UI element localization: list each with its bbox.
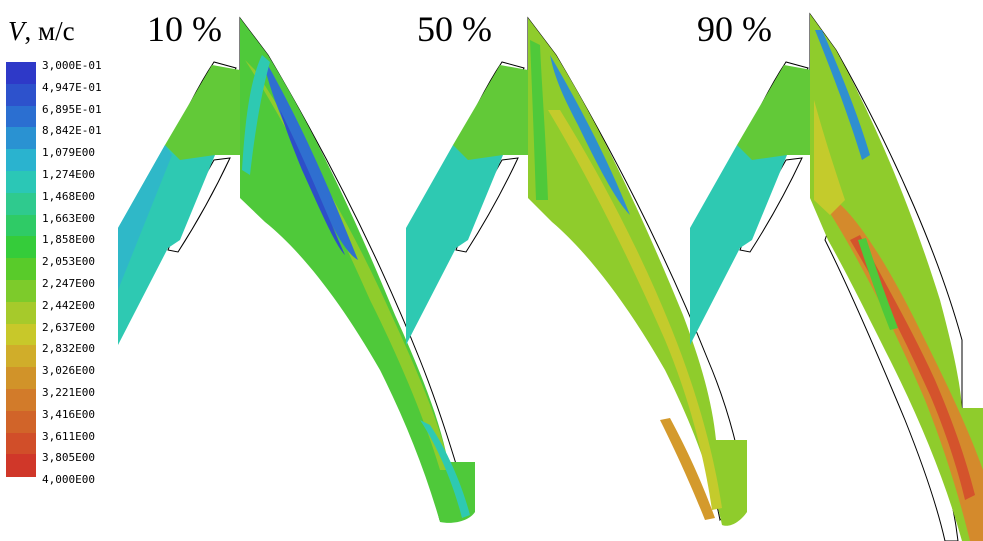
- panel-title-50: 50 %: [417, 9, 492, 49]
- legend-swatch: [6, 345, 36, 368]
- legend-label: 3,000E-01: [42, 59, 102, 72]
- legend-swatch: [6, 192, 36, 216]
- low-velocity-core-inner: [280, 110, 345, 255]
- panel-10-percent: [118, 16, 475, 523]
- legend-swatch: [6, 127, 36, 150]
- panel-title-10: 10 %: [147, 9, 222, 49]
- panel-title-90: 90 %: [697, 9, 772, 49]
- legend-label: 1,663E00: [42, 211, 95, 225]
- legend-swatch: [6, 83, 36, 107]
- legend-title: V, м/с: [8, 16, 75, 47]
- legend-label: 2,442E00: [42, 298, 95, 312]
- inlet-zone: [406, 145, 503, 345]
- legend-label: 2,053E00: [42, 255, 95, 269]
- legend-label: 1,274E00: [42, 168, 95, 181]
- legend-swatch: [6, 258, 36, 281]
- legend-swatch: [6, 236, 36, 259]
- legend-label: 2,247E00: [42, 277, 95, 290]
- inlet-zone: [690, 145, 787, 345]
- legend-swatch: [6, 149, 36, 172]
- legend-swatch: [6, 323, 36, 346]
- legend-swatch: [6, 171, 36, 194]
- panel-90-percent: [690, 12, 983, 541]
- connector-upper: [737, 65, 812, 160]
- legend-swatch: [6, 367, 36, 390]
- high-velocity-band: [828, 200, 983, 541]
- channel-cyan-edge: [242, 55, 270, 175]
- legend-swatch: [6, 301, 36, 325]
- legend-label: 4,947E-01: [42, 80, 102, 94]
- yellow-band: [814, 100, 845, 215]
- legend-label: 3,026E00: [42, 364, 95, 378]
- legend-label: 6,895E-01: [42, 102, 102, 116]
- legend-label: 3,416E00: [42, 407, 95, 421]
- low-velocity-strip: [815, 30, 870, 160]
- legend-label: 2,832E00: [42, 342, 95, 356]
- legend-variable: V: [8, 16, 25, 46]
- legend-swatch: [6, 214, 36, 237]
- panel-50-percent: [406, 16, 747, 526]
- legend-label: 3,805E00: [42, 451, 95, 465]
- channel-green-edge: [530, 40, 548, 200]
- legend-label: 2,637E00: [42, 320, 95, 334]
- legend-swatch: [6, 62, 36, 85]
- low-velocity-core: [262, 55, 358, 260]
- connector-upper: [165, 65, 240, 160]
- legend-label: 8,842E-01: [42, 124, 102, 138]
- low-velocity-core: [550, 55, 630, 215]
- legend-colorbar: [6, 62, 36, 477]
- legend-label: 1,079E00: [42, 146, 95, 160]
- connector-upper: [453, 65, 528, 160]
- legend-swatch: [6, 389, 36, 412]
- green-strip: [858, 238, 898, 330]
- legend-swatch: [6, 410, 36, 434]
- legend-swatch: [6, 432, 36, 455]
- legend-unit: , м/с: [24, 16, 75, 46]
- legend-swatch: [6, 454, 36, 477]
- legend-swatch: [6, 105, 36, 128]
- outlet-cyan: [420, 420, 470, 518]
- legend-label-max: 4,000E00: [42, 473, 95, 487]
- legend-label: 1,468E00: [42, 189, 95, 203]
- legend-label: 1,858E00: [42, 233, 95, 247]
- inlet-zone-left-blue: [118, 145, 172, 290]
- legend-label: 3,221E00: [42, 386, 95, 399]
- outlet-orange: [660, 418, 715, 520]
- high-velocity-core: [850, 235, 975, 500]
- legend-swatch: [6, 280, 36, 303]
- legend-label: 3,611E00: [42, 429, 95, 443]
